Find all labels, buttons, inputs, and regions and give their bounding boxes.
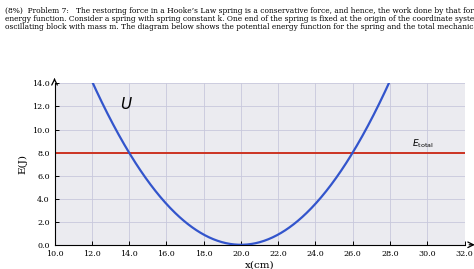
Text: (8%)  Problem 7:   The restoring force in a Hooke’s Law spring is a conservative: (8%) Problem 7: The restoring force in a… xyxy=(5,7,474,15)
X-axis label: x(cm): x(cm) xyxy=(245,260,274,269)
Y-axis label: E(J): E(J) xyxy=(18,154,28,174)
Text: energy function. Consider a spring with spring constant k. One end of the spring: energy function. Consider a spring with … xyxy=(5,15,474,23)
Text: $E_{\rm total}$: $E_{\rm total}$ xyxy=(412,137,434,150)
Text: $U$: $U$ xyxy=(120,96,133,112)
Text: oscillating block with mass m. The diagram below shows the potential energy func: oscillating block with mass m. The diagr… xyxy=(5,23,474,31)
